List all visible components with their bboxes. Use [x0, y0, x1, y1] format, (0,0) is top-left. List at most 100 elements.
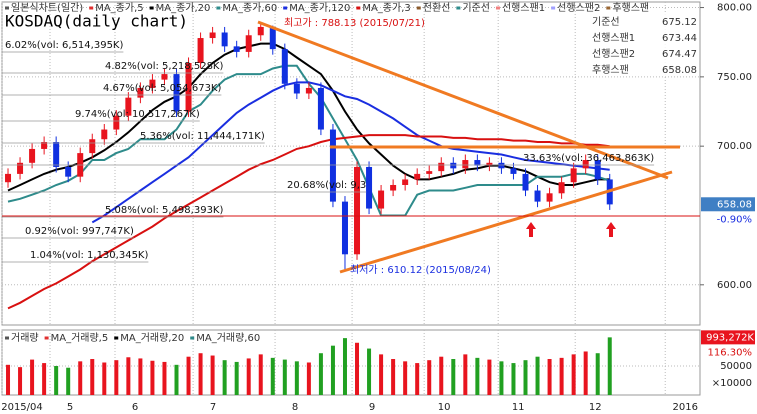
candle-body — [53, 142, 60, 167]
volume-bar — [234, 361, 239, 395]
volume-bar — [451, 359, 456, 395]
legend-label: MA_종가,3 — [362, 2, 410, 14]
arrows — [526, 222, 616, 237]
legend-label: MA_거래량,20 — [120, 332, 184, 344]
candle-body — [17, 162, 24, 174]
candle-body — [474, 160, 481, 166]
change-label: -0.90% — [717, 214, 752, 225]
candle-body — [65, 166, 72, 177]
x-tick-label: 2016 — [672, 402, 697, 413]
volume-bar — [463, 354, 468, 395]
volume-bar — [186, 356, 191, 395]
candle-body — [594, 160, 601, 180]
candle-body — [113, 115, 120, 130]
volume-bar — [499, 361, 504, 395]
volume-bar — [367, 348, 372, 395]
x-tick-label: 2015/04 — [1, 402, 43, 413]
candle-body — [522, 173, 529, 191]
legend-label: 거래량 — [11, 332, 39, 344]
volume-bar — [294, 361, 299, 395]
annotation: 20.68%(vol: 9,3 — [287, 180, 366, 191]
candle-body — [486, 162, 493, 166]
x-tick-label: 9 — [369, 402, 375, 413]
volume-bar — [282, 359, 287, 395]
candle-body — [101, 129, 108, 140]
x-tick-label: 10 — [438, 402, 451, 413]
volume-bar — [66, 367, 71, 395]
annotation: 5.36%(vol: 11,444,171K) — [140, 131, 265, 142]
candle-body — [354, 166, 361, 255]
legend-label: 일본식차트(일간) — [11, 2, 83, 14]
volume-current-label: 993,272K — [706, 332, 754, 343]
volume-bar — [6, 364, 11, 395]
ma-line — [91, 81, 610, 224]
candle-body — [329, 129, 336, 202]
legend-label: 선행스팬2 — [557, 2, 600, 14]
volume-unit: ×10000 — [712, 378, 752, 389]
plot — [5, 24, 613, 395]
x-tick-label: 7 — [210, 402, 216, 413]
volume-panel — [1, 329, 701, 396]
candle-body — [89, 139, 96, 154]
volume-bar — [475, 357, 480, 395]
volume-bar — [18, 367, 23, 395]
annotation: 9.74%(vol: 10,517,267K) — [75, 109, 200, 120]
y-tick-label: 800.00 — [717, 3, 752, 14]
trend-line — [339, 170, 673, 274]
volume-bar — [415, 363, 420, 395]
annotation: 5.08%(vol: 5,498,393K) — [105, 205, 223, 216]
volume-change: 116.30% — [708, 347, 753, 358]
volume-bar — [403, 361, 408, 395]
candle-body — [293, 83, 300, 94]
volume-bar — [391, 359, 396, 395]
volume-bar — [222, 360, 227, 395]
candle-body — [257, 26, 264, 36]
candle-body — [137, 87, 144, 98]
volume-bar — [523, 360, 528, 395]
y-tick-label: 600.00 — [717, 280, 752, 291]
legend-label: 전환선 — [423, 2, 451, 14]
volume-bar — [342, 338, 347, 395]
volume-bar — [547, 359, 552, 395]
ma-line — [7, 134, 610, 310]
candle-body — [390, 184, 397, 191]
volume-bar — [162, 361, 167, 395]
legend-label: MA_종가,120 — [289, 2, 350, 14]
candle-body — [245, 35, 252, 52]
volume-bar — [379, 354, 384, 395]
legend-label: MA_종가,60 — [222, 2, 277, 14]
candle-body — [546, 193, 553, 202]
volume-bar — [511, 363, 516, 395]
volume-bar — [78, 361, 83, 395]
volume-bar — [427, 360, 432, 395]
candle-body — [510, 168, 517, 174]
x-tick-label: 12 — [589, 402, 602, 413]
chart-title: KOSDAQ(daily chart) — [5, 12, 188, 31]
candle-body — [269, 26, 276, 50]
volume-bar — [258, 354, 263, 395]
candle-body — [29, 148, 36, 163]
volume-bar — [210, 355, 215, 395]
volume-bar — [42, 363, 47, 395]
volume-bar — [30, 359, 35, 395]
volume-bar — [595, 353, 600, 395]
candle-body — [450, 162, 457, 169]
legend-label: MA_거래량,5 — [51, 332, 109, 344]
candle-body — [305, 87, 312, 94]
legend-label: MA_거래량,60 — [196, 332, 260, 344]
candle-body — [462, 160, 469, 169]
candle-body — [281, 49, 288, 84]
volume-bar — [126, 357, 131, 395]
candle-body — [209, 32, 216, 39]
info-value: 673.44 — [662, 33, 697, 44]
info-label: 선행스팬1 — [592, 32, 635, 44]
volume-bar — [318, 353, 323, 395]
info-label: 후행스팬 — [592, 64, 629, 76]
candle-body — [125, 97, 132, 116]
volume-bar — [54, 365, 59, 395]
volume-bar — [90, 359, 95, 395]
candle-body — [317, 87, 324, 130]
candle-body — [426, 171, 433, 174]
price-label: 658.08 — [717, 199, 752, 210]
y-tick-label: 700.00 — [717, 141, 752, 152]
